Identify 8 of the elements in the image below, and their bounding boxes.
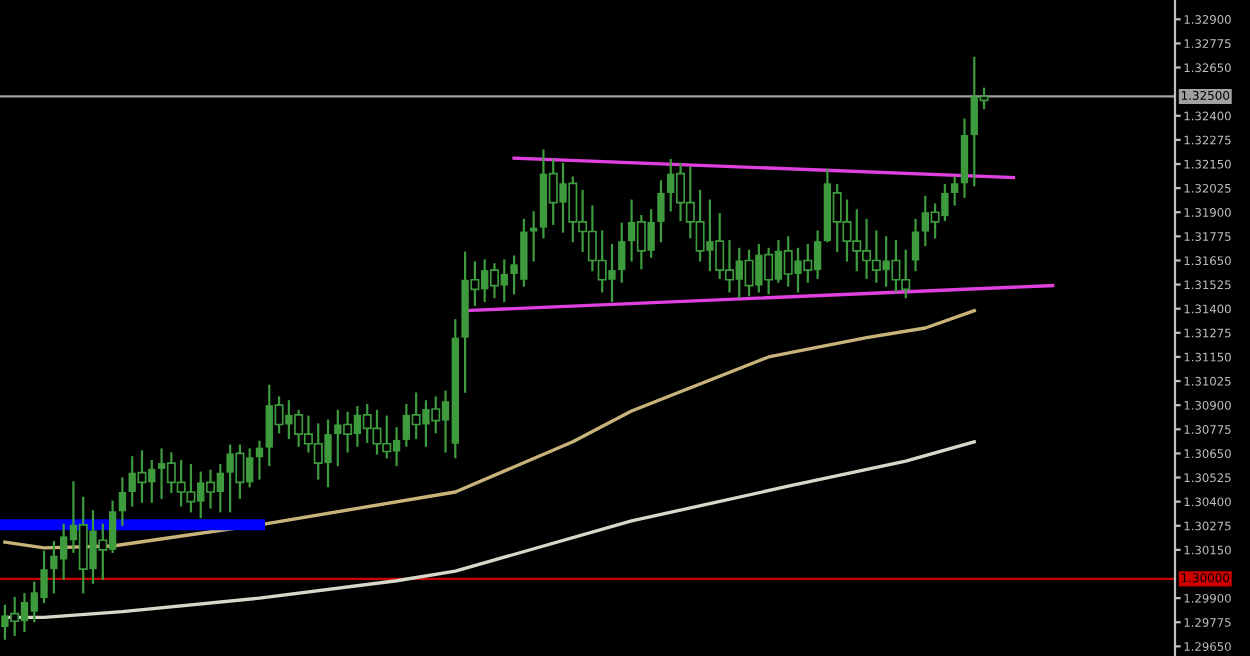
- candlestick: [911, 218, 920, 272]
- candlestick: [951, 176, 959, 206]
- candlestick: [657, 180, 665, 243]
- line-series: [3, 308, 976, 550]
- candlestick: [118, 477, 127, 526]
- candlestick: [618, 222, 626, 283]
- candlestick: [529, 211, 538, 262]
- candlestick: [137, 450, 147, 503]
